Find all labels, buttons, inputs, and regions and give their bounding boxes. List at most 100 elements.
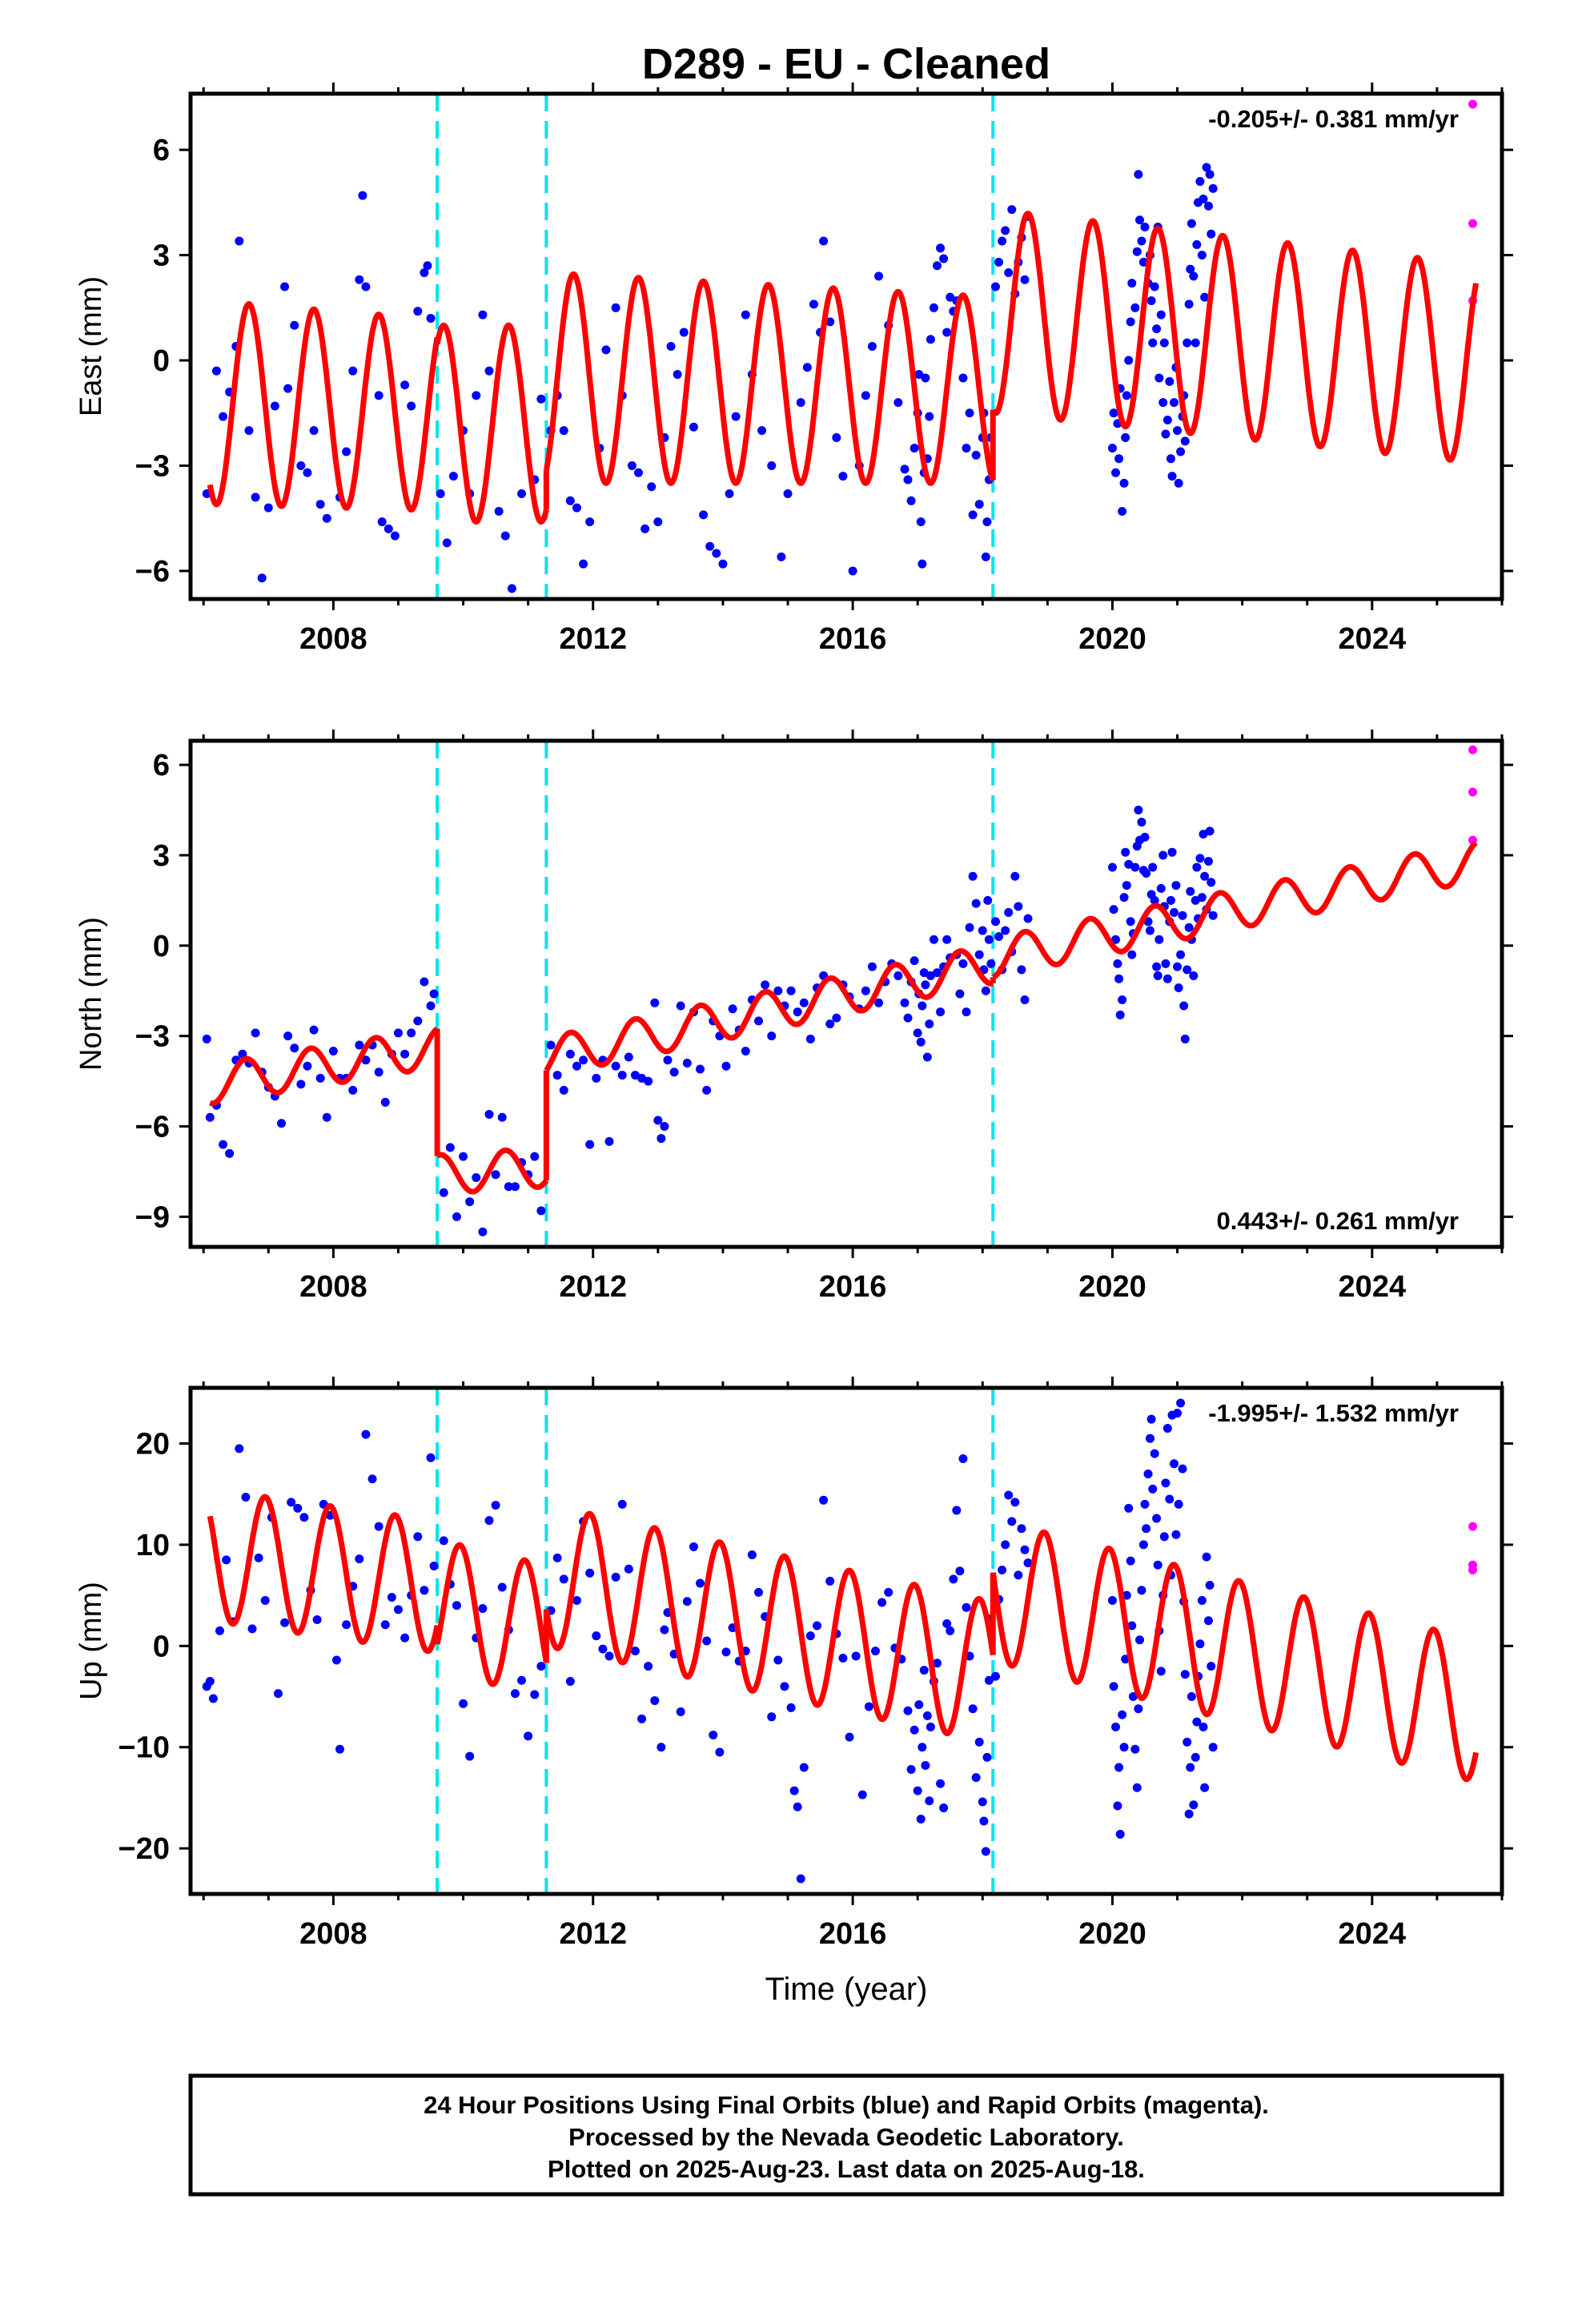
data-point <box>689 422 698 432</box>
data-point <box>747 1550 757 1560</box>
footer-border <box>188 2073 1504 2197</box>
data-point <box>1207 878 1216 887</box>
data-point <box>452 1601 461 1610</box>
x-tick-label: 2012 <box>559 1917 627 1951</box>
data-point <box>472 391 481 400</box>
data-point <box>1176 950 1186 959</box>
data-point <box>1158 398 1168 408</box>
data-point <box>933 261 942 271</box>
data-point <box>731 412 741 421</box>
data-point <box>916 1037 926 1047</box>
data-point <box>280 1618 290 1627</box>
data-point <box>361 1429 371 1439</box>
y-tick-label: 0 <box>153 930 170 963</box>
data-point <box>448 472 458 481</box>
data-point <box>994 932 1004 942</box>
data-point <box>617 1071 627 1080</box>
data-point <box>1202 1552 1211 1562</box>
data-point <box>205 1677 215 1687</box>
data-point <box>1118 995 1127 1005</box>
model-segment <box>990 211 1480 463</box>
data-point <box>634 468 644 477</box>
data-point <box>900 998 909 1007</box>
x-tick-label: 2016 <box>819 1270 887 1304</box>
data-point <box>219 1140 228 1149</box>
y-tick-label: 3 <box>153 839 170 873</box>
x-tick-label: 2012 <box>559 1270 627 1304</box>
data-point <box>426 313 436 323</box>
data-point <box>579 559 588 569</box>
data-point <box>1111 468 1121 477</box>
data-point <box>1192 862 1202 872</box>
data-point <box>679 328 689 337</box>
data-point <box>728 1004 737 1014</box>
data-point <box>741 1046 750 1055</box>
model-curve <box>207 211 1480 525</box>
data-point <box>1150 1449 1159 1458</box>
data-point <box>244 426 254 436</box>
data-point <box>530 1152 540 1161</box>
y-tick-label: 20 <box>136 1428 170 1462</box>
data-point <box>767 1712 777 1722</box>
data-point <box>1109 905 1118 915</box>
x-tick-label: 2024 <box>1339 1917 1407 1951</box>
data-point <box>348 366 358 376</box>
data-point <box>287 1498 296 1507</box>
data-point <box>426 1453 436 1462</box>
model-segment <box>207 1494 440 1655</box>
data-point <box>1159 338 1169 348</box>
data-point <box>1205 1580 1215 1590</box>
data-point <box>1186 1763 1195 1772</box>
y-tick-label: 10 <box>136 1529 170 1562</box>
data-point <box>802 363 812 372</box>
data-point <box>1132 247 1142 256</box>
data-point <box>380 1097 390 1107</box>
data-point <box>793 1802 802 1811</box>
data-point <box>933 1659 942 1668</box>
data-point <box>682 1059 692 1068</box>
data-point <box>202 1034 211 1043</box>
data-point <box>1146 296 1156 306</box>
data-point <box>1126 317 1135 327</box>
data-point <box>296 460 306 470</box>
x-tick-label: 2016 <box>819 622 887 656</box>
data-point <box>524 1731 533 1741</box>
data-point <box>867 962 877 971</box>
data-point <box>884 1587 893 1597</box>
figure-title: D289 - EU - Cleaned <box>642 40 1050 88</box>
data-point <box>565 1049 575 1059</box>
data-point <box>1174 478 1183 488</box>
up-panel: 2008 2012 2016 2020 2024 −20 −10 0 10 20 Up (mm) -1… <box>74 1377 1513 2007</box>
data-point <box>1161 429 1170 439</box>
data-point <box>917 559 927 569</box>
data-point <box>962 444 971 453</box>
data-point <box>696 1578 705 1588</box>
data-point <box>585 1140 595 1149</box>
rapid-data-point <box>1468 787 1478 797</box>
data-point <box>361 282 371 292</box>
data-point <box>917 1001 927 1011</box>
data-point <box>374 391 383 400</box>
footer-box: 24 Hour Positions Using Final Orbits (bl… <box>188 2073 1504 2197</box>
data-point <box>1186 264 1195 274</box>
data-point <box>1208 911 1218 920</box>
data-point <box>926 1722 935 1731</box>
data-point <box>436 489 445 499</box>
data-point <box>1023 914 1033 923</box>
data-point <box>624 1564 633 1574</box>
data-point <box>705 541 715 551</box>
data-point <box>1004 907 1014 917</box>
data-point <box>1178 911 1187 920</box>
data-point <box>965 923 974 932</box>
data-point <box>1001 226 1010 235</box>
data-point <box>870 1647 880 1656</box>
data-point <box>1119 893 1129 903</box>
model-segment <box>543 1510 996 1736</box>
data-point <box>1152 1514 1162 1523</box>
data-point <box>789 1786 799 1795</box>
data-point <box>413 1532 423 1542</box>
footer-line-1: 24 Hour Positions Using Final Orbits (bl… <box>424 2091 1269 2119</box>
data-point <box>1145 1433 1154 1443</box>
data-point <box>958 959 968 968</box>
data-point <box>510 1689 520 1699</box>
